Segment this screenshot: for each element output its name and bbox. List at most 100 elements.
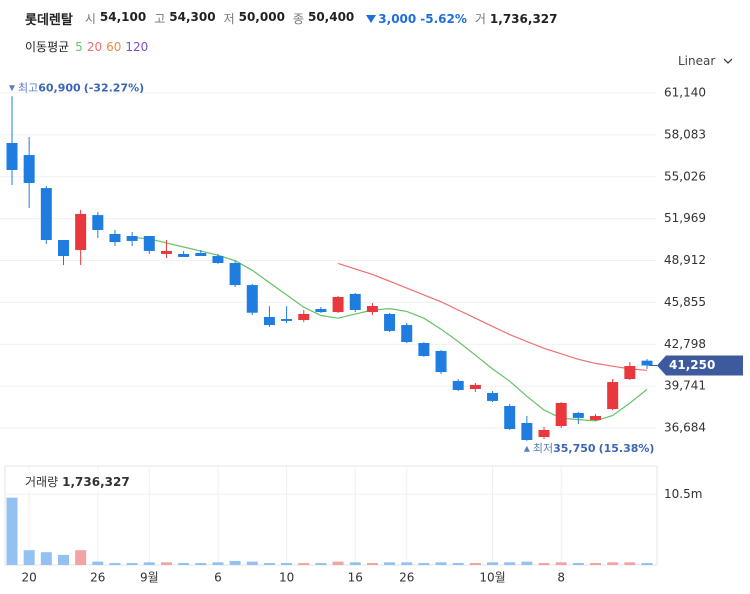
field-label: 종 (292, 12, 304, 26)
volume-bar (641, 562, 653, 565)
candle-body (23, 155, 35, 183)
current-price-tag (657, 355, 743, 376)
low-marker-label: 최저35,750 (15.38%) (533, 442, 655, 455)
volume-bar (590, 562, 602, 565)
volume-title-bg (20, 471, 128, 491)
volume-bar (195, 562, 207, 565)
scale-select[interactable]: Linear (678, 54, 733, 68)
volume-bar (418, 562, 430, 565)
marker-value: 35,750 (553, 442, 596, 455)
candle-body (281, 319, 293, 321)
volume-bar (178, 562, 190, 565)
volume-bar (555, 562, 567, 565)
ma-label: 이동평균 (25, 40, 70, 54)
marker-change: (-32.27%) (84, 81, 144, 94)
candle-body (246, 285, 258, 313)
candle-body (590, 416, 602, 420)
candle-body (555, 403, 567, 427)
volume-bar (401, 562, 413, 565)
candle-body (332, 296, 344, 313)
volume-bar (246, 561, 258, 565)
candle-body (143, 236, 155, 251)
change: 3,000 (378, 11, 417, 26)
candle-body (178, 253, 190, 257)
marker-value: 60,900 (38, 81, 81, 94)
volume-bar (435, 562, 447, 565)
volume-bar (452, 562, 464, 565)
candle-body (469, 384, 481, 390)
field-value: 50,000 (238, 10, 285, 24)
volume-bar (212, 562, 224, 565)
chevron (723, 58, 733, 64)
candle-body (315, 309, 327, 313)
volume-bar (538, 562, 550, 565)
candle-body (538, 429, 550, 437)
change-pct: -5.62% (420, 11, 467, 26)
scale-mode[interactable]: Linear (678, 54, 716, 68)
volume-bar (23, 550, 35, 565)
candle-body (504, 406, 516, 430)
field-value: 54,100 (99, 10, 147, 24)
candle-body (366, 306, 378, 313)
volume-bar (384, 562, 396, 565)
ma-period: 20 (86, 39, 103, 54)
ma-period: 120 (125, 39, 149, 54)
candle-body (229, 263, 241, 286)
down-arrow (366, 14, 377, 23)
candle-body (298, 313, 310, 320)
volume-bar (57, 554, 69, 565)
volume-panel (4, 465, 658, 566)
x-tick-label: 8 (557, 571, 565, 585)
field-label: 저 (223, 12, 235, 26)
marker-label: 최고 (18, 81, 38, 94)
volume-bar (521, 561, 533, 565)
candle-body (75, 213, 87, 250)
volume-bar (92, 561, 104, 565)
x-tick-label: 26 (399, 571, 414, 585)
ma-period: 5 (75, 39, 83, 54)
x-tick-label: 16 (348, 571, 363, 585)
high-marker-label: 최고60,900 (-32.27%) (18, 81, 144, 94)
volume-value: 1,736,327 (489, 11, 558, 26)
volume-bar (126, 562, 138, 565)
candle-body (40, 188, 52, 240)
candle-body (92, 215, 104, 230)
ma-line (337, 262, 648, 371)
x-tick-label: 6 (214, 571, 222, 585)
field-value: 54,300 (169, 10, 216, 24)
x-tick-label: 20 (22, 571, 37, 585)
y-tick-label: 58,083 (664, 127, 706, 141)
quote-fields: 시 54,100 고 54,300 저 50,000 종 50,400 (85, 10, 362, 27)
y-tick-label: 36,684 (664, 421, 706, 435)
ma-periods: 5 20 60 120 (75, 40, 152, 54)
x-tick-label: 9월 (140, 571, 159, 585)
x-tick-label: 10 (279, 571, 294, 585)
volume-bar (109, 562, 121, 565)
volume-bar (40, 552, 52, 565)
field-value: 50,400 (307, 10, 355, 24)
candle-body (195, 253, 207, 257)
y-tick-label: 39,741 (664, 379, 706, 393)
volume-bar (349, 562, 361, 565)
volume-bar (143, 562, 155, 565)
candle-body (109, 233, 121, 243)
volume-bar (315, 562, 327, 565)
volume-tick-label: 10.5m (664, 487, 702, 501)
volume-bar (6, 497, 18, 565)
candle-body (57, 239, 69, 257)
candle-body (384, 313, 396, 331)
current-price-label: 41,250 (669, 358, 715, 372)
y-tick-label: 55,026 (664, 169, 706, 183)
candle-body (160, 250, 172, 254)
candle-body (607, 382, 619, 410)
volume-bar (298, 562, 310, 565)
candle-body (126, 236, 138, 241)
volume-bar (607, 562, 619, 565)
candle-body (349, 293, 361, 310)
y-tick-label: 51,969 (664, 211, 706, 225)
y-tick-label: 61,140 (664, 86, 706, 100)
candle-body (263, 316, 275, 326)
candle-body (401, 325, 413, 343)
